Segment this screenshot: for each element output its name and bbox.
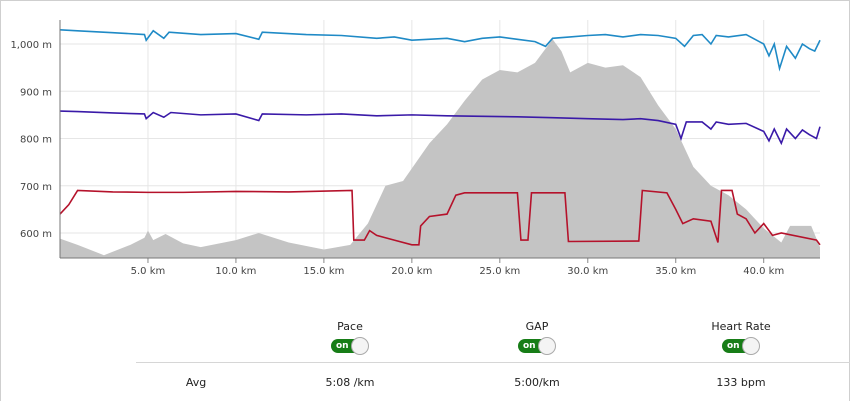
x-tick-label: 20.0 km [391, 266, 432, 277]
y-tick-label: 600 m [20, 229, 52, 240]
analysis-chart[interactable]: 600 m 700 m 800 m 900 m 1,000 m 5.0 km 10.0 km… [0, 0, 850, 290]
avg-heart-rate: 133 bpm [716, 376, 766, 389]
gap-label: GAP [525, 320, 549, 333]
pace-label: Pace [337, 320, 363, 333]
gap-control: GAP on [477, 320, 597, 358]
x-tick-label: 40.0 km [743, 266, 784, 277]
toggle-knob [351, 337, 369, 355]
toggle-knob [742, 337, 760, 355]
pace-line [59, 29, 821, 72]
y-tick-label: 1,000 m [10, 40, 52, 51]
gap-line [59, 189, 821, 246]
y-tick-label: 900 m [20, 87, 52, 98]
heart-rate-toggle[interactable]: on [722, 337, 760, 355]
x-tick-label: 30.0 km [567, 266, 608, 277]
x-tick-label: 10.0 km [215, 266, 256, 277]
y-tick-label: 700 m [20, 182, 52, 193]
x-tick-label: 15.0 km [303, 266, 344, 277]
heart-rate-control: Heart Rate on [681, 320, 801, 358]
gap-toggle[interactable]: on [518, 337, 556, 355]
avg-gap: 5:00/km [514, 376, 560, 389]
avg-label: Avg [185, 376, 207, 389]
avg-pace: 5:08 /km [325, 376, 375, 389]
pace-toggle[interactable]: on [331, 337, 369, 355]
y-tick-label: 800 m [20, 135, 52, 146]
divider [136, 362, 850, 363]
x-tick-label: 5.0 km [131, 266, 166, 277]
toggle-knob [538, 337, 556, 355]
x-tick-label: 35.0 km [655, 266, 696, 277]
heart-rate-line [59, 110, 821, 146]
x-tick-label: 25.0 km [479, 266, 520, 277]
elevation-area [60, 39, 820, 259]
pace-control: Pace on [290, 320, 410, 358]
heart-rate-label: Heart Rate [711, 320, 771, 333]
